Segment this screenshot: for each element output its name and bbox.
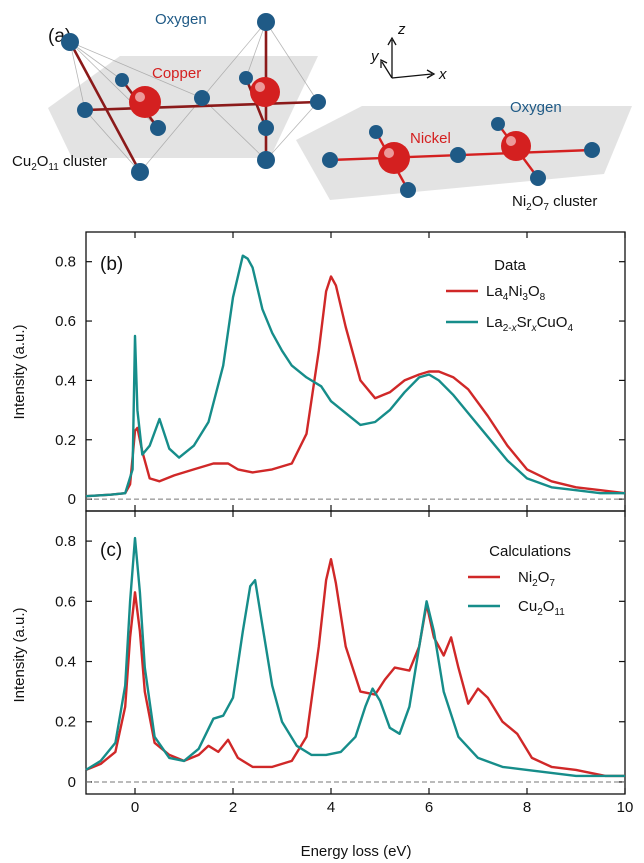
y-tick-label: 0 bbox=[68, 774, 76, 791]
legend-label-ni2o7: Ni2O7 bbox=[518, 569, 555, 589]
series-line-la4ni3o8 bbox=[85, 275, 626, 498]
ni-atom-highlights bbox=[384, 136, 516, 158]
x-tick-label: 2 bbox=[229, 799, 237, 816]
y-tick-label: 0.8 bbox=[55, 533, 76, 550]
y-tick-label: 0.6 bbox=[55, 313, 76, 330]
panel-c-frame bbox=[85, 510, 626, 795]
atom-highlights bbox=[135, 82, 265, 102]
panel-c-series bbox=[85, 536, 625, 778]
panel-c-legend-title: Calculations bbox=[489, 543, 571, 560]
cu-cluster-label: Cu2O11 cluster bbox=[12, 153, 107, 173]
legend-label-la2srcuo4: La2-xSrxCuO4 bbox=[486, 314, 573, 334]
cu-oxygen-atoms bbox=[61, 13, 326, 181]
axis-z-label: z bbox=[397, 21, 406, 38]
panel-b-ylabel: Intensity (a.u.) bbox=[11, 324, 28, 419]
x-tick-label: 4 bbox=[327, 799, 335, 816]
x-tick-label: 6 bbox=[425, 799, 433, 816]
x-tick-label: 8 bbox=[523, 799, 531, 816]
panel-b-label: (b) bbox=[100, 254, 123, 275]
y-tick-label: 0.6 bbox=[55, 593, 76, 610]
cu-oxygen-label: Oxygen bbox=[155, 11, 207, 28]
y-tick-label: 0.4 bbox=[55, 654, 76, 671]
y-tick-label: 0 bbox=[68, 491, 76, 508]
axis-y-label: y bbox=[370, 48, 380, 65]
ni-oxygen-label: Oxygen bbox=[510, 99, 562, 116]
panel-b-ticks: 0 0.2 0.4 0.6 0.8 bbox=[55, 232, 626, 511]
panel-b-frame bbox=[85, 231, 626, 512]
panel-b-legend-title: Data bbox=[494, 257, 526, 274]
nickel-label: Nickel bbox=[410, 130, 451, 147]
y-tick-label: 0.4 bbox=[55, 372, 76, 389]
x-axis-label: Energy loss (eV) bbox=[301, 843, 412, 860]
y-tick-label: 0.8 bbox=[55, 254, 76, 271]
legend-label-cu2o11: Cu2O11 bbox=[518, 598, 565, 618]
panel-c-ticks: 0 2 4 6 8 10 0 0.2 0.4 0.6 0.8 bbox=[55, 511, 633, 816]
panel-c-ylabel: Intensity (a.u.) bbox=[11, 607, 28, 702]
panel-b-series bbox=[85, 254, 626, 498]
panel-b: 0 0.2 0.4 0.6 0.8 (b) Data La4Ni3O8 La2-xSrx… bbox=[11, 231, 626, 512]
ni-cluster-label: Ni2O7 cluster bbox=[512, 193, 597, 213]
cu-cluster-bonds bbox=[69, 21, 319, 173]
copper-label: Copper bbox=[152, 65, 201, 82]
x-tick-label: 0 bbox=[131, 799, 139, 816]
panel-a-illustration: (a) Oxygen Copper Cu2O11 clus bbox=[12, 11, 632, 213]
ni-oxygen-atoms bbox=[322, 117, 600, 198]
axis-x-label: x bbox=[438, 66, 447, 83]
panel-c-label: (c) bbox=[100, 540, 122, 561]
series-line-ni2o7 bbox=[85, 558, 625, 778]
panel-c: 0 2 4 6 8 10 0 0.2 0.4 0.6 0.8 (c) Calculations Ni… bbox=[11, 510, 633, 860]
y-tick-label: 0.2 bbox=[55, 714, 76, 731]
y-tick-label: 0.2 bbox=[55, 432, 76, 449]
legend-label-la4ni3o8: La4Ni3O8 bbox=[486, 283, 546, 303]
coordinate-axes bbox=[380, 36, 436, 79]
series-line-cu2o11 bbox=[85, 536, 625, 778]
x-tick-label: 10 bbox=[617, 799, 634, 816]
series-line-la2xsrxcuo4 bbox=[85, 254, 625, 498]
